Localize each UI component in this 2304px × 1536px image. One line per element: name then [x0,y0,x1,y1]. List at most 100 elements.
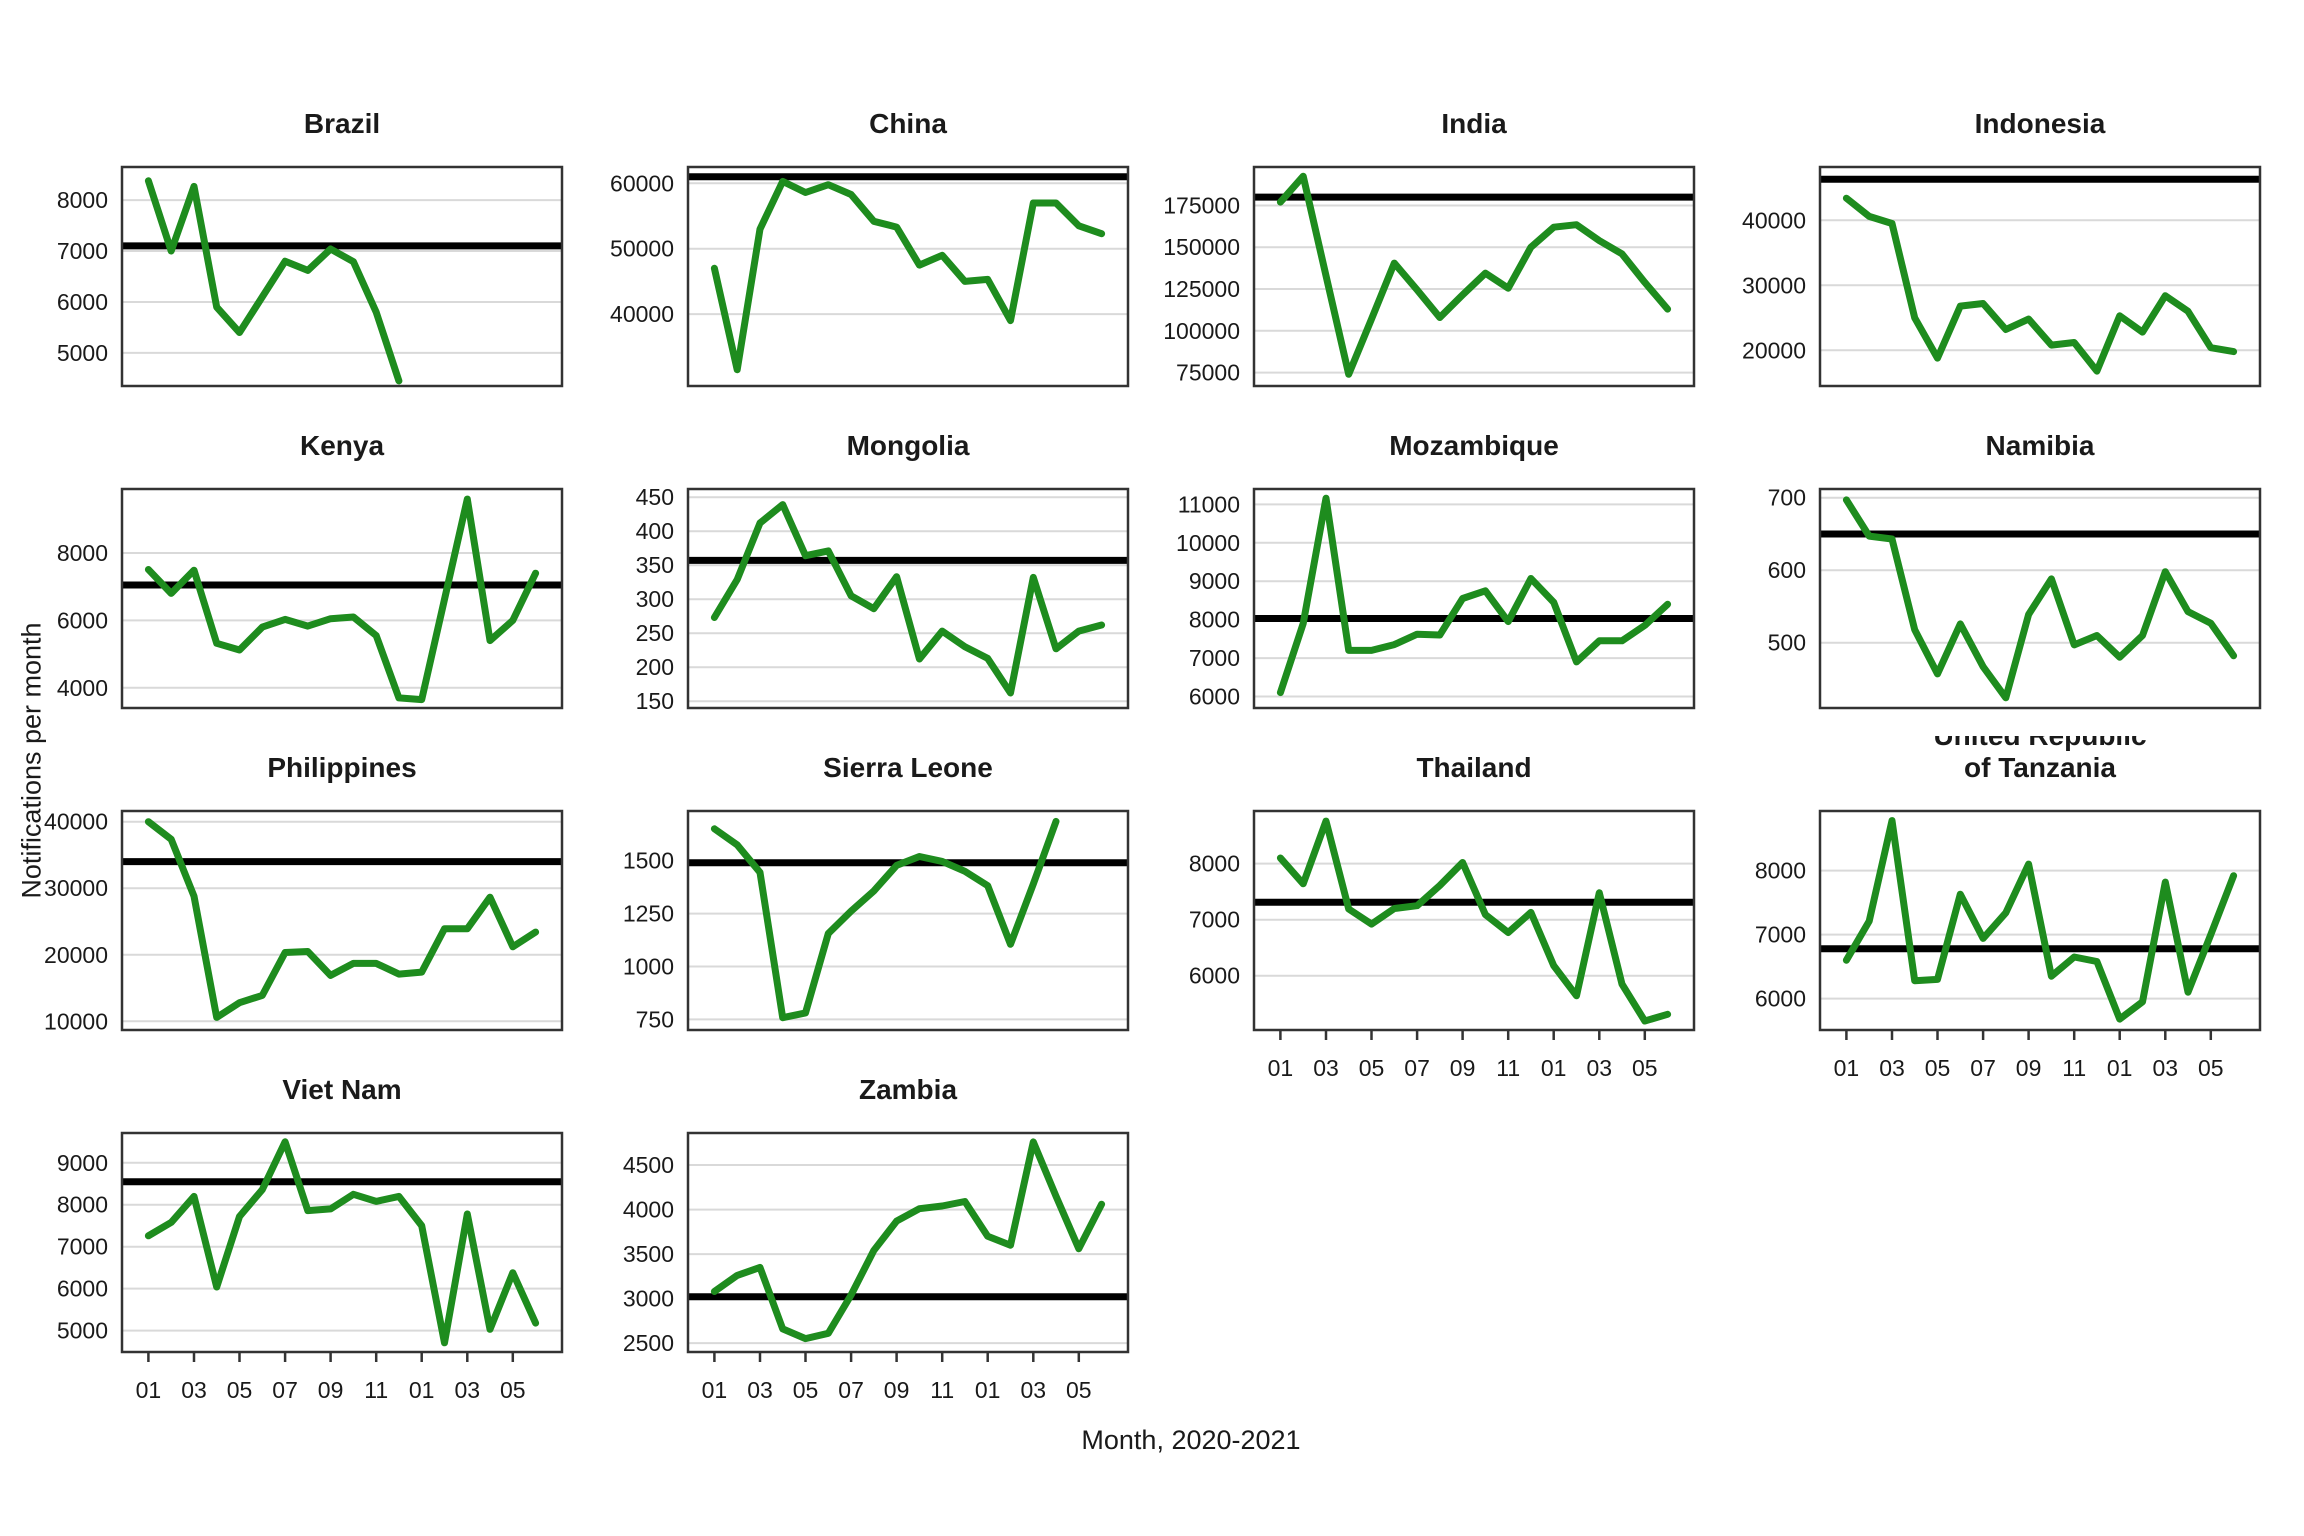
notifications-line [710,1138,1106,1343]
x-tick-label: 05 [227,1377,253,1403]
facet-panel: 6000 7000 8000 9000 10000 11000 Mozambique [1124,414,1724,803]
panel-border [1818,487,2262,710]
panel-border [120,809,564,1032]
y-tick-label: 700 [1768,485,1806,511]
y-tick-label: 1500 [623,848,674,874]
y-tick-label: 750 [636,1006,674,1032]
y-tick-label: 50000 [610,236,674,262]
y-tick-label: 500 [1768,630,1806,656]
notifications-line [144,1138,540,1347]
x-tick-label: 05 [1925,1055,1951,1081]
notifications-line [710,501,1106,697]
y-tick-label: 8000 [57,540,108,566]
panel-border [1252,487,1696,710]
panel-border [686,809,1130,1032]
facet-panel: 150 200 250 300 350 400 450 Mongolia [558,414,1158,803]
facet-panel: 500 600 700 Namibia [1690,414,2290,803]
x-tick-label: 11 [2062,1055,2086,1081]
y-tick-label: 9000 [57,1150,108,1176]
notifications-line [144,818,540,1021]
y-tick-label: 450 [636,484,674,510]
notifications-line [1842,817,2238,1023]
panel-title: Indonesia [1975,108,2106,139]
x-tick-label: 01 [136,1377,162,1403]
facet-panel: 75000 100000 125000 150000 175000 India [1124,92,1724,481]
panel-border [686,1131,1130,1354]
y-tick-label: 20000 [1742,337,1806,363]
panel-title: Brazil [304,108,380,139]
y-tick-label: 5000 [57,1318,108,1344]
x-tick-label: 01 [409,1377,435,1403]
y-tick-label: 30000 [1742,272,1806,298]
panel-border [686,165,1130,388]
facet-panel: 2500 3000 3500 4000 4500 01 03 05 07 09 11 01 03 05 Za… [558,1058,1158,1447]
notifications-line [710,177,1106,374]
x-tick-label: 09 [2016,1055,2042,1081]
panel-border [1818,809,2262,1032]
y-tick-label: 6000 [57,1276,108,1302]
y-tick-label: 6000 [1189,963,1240,989]
y-tick-label: 6000 [57,289,108,315]
x-tick-label: 09 [318,1377,344,1403]
y-tick-label: 4500 [623,1152,674,1178]
y-tick-label: 30000 [44,875,108,901]
x-axis-title: Month, 2020-2021 [1081,1425,1301,1455]
x-tick-label: 03 [2153,1055,2179,1081]
notifications-line [144,495,540,704]
notifications-line [1842,496,2238,702]
panel-title: United Republic [1933,736,2146,751]
x-tick-label: 03 [1587,1055,1613,1081]
x-tick-label: 03 [1879,1055,1905,1081]
facet-panel: 10000 20000 30000 40000 Philippines [0,736,592,1125]
panel-title: India [1441,108,1507,139]
notifications-line [710,817,1060,1022]
panel-border [120,487,564,710]
x-tick-label: 07 [1404,1055,1430,1081]
y-tick-label: 350 [636,552,674,578]
x-tick-label: 05 [793,1377,819,1403]
notifications-line [1276,494,1672,697]
x-tick-label: 09 [884,1377,910,1403]
x-tick-label: 11 [930,1377,954,1403]
x-tick-label: 01 [1268,1055,1294,1081]
facet-panel: 20000 30000 40000 Indonesia [1690,92,2290,481]
y-tick-label: 6000 [1755,986,1806,1012]
x-tick-label: 07 [272,1377,298,1403]
y-tick-label: 8000 [57,187,108,213]
notifications-line [144,177,403,385]
panel-border [1818,165,2262,388]
x-tick-label: 11 [364,1377,388,1403]
y-tick-label: 1250 [623,901,674,927]
panel-title: Zambia [859,1074,957,1105]
notifications-line [1276,817,1672,1025]
y-tick-label: 4000 [57,675,108,701]
y-tick-label: 600 [1768,557,1806,583]
x-tick-label: 05 [1632,1055,1658,1081]
y-tick-label: 8000 [1189,607,1240,633]
y-tick-label: 8000 [1755,858,1806,884]
panel-title: Kenya [300,430,384,461]
y-tick-label: 10000 [1176,530,1240,556]
y-tick-label: 3000 [623,1286,674,1312]
y-tick-label: 7000 [1189,645,1240,671]
y-tick-label: 7000 [57,1234,108,1260]
x-tick-label: 01 [975,1377,1001,1403]
panel-title: Namibia [1986,430,2095,461]
x-tick-label: 09 [1450,1055,1476,1081]
y-tick-label: 6000 [1189,684,1240,710]
x-tick-label: 03 [747,1377,773,1403]
x-tick-label: 11 [1496,1055,1520,1081]
x-tick-label: 03 [181,1377,207,1403]
y-tick-label: 150 [636,688,674,714]
facet-panel: 5000 6000 7000 8000 Brazil [0,92,592,481]
y-tick-label: 8000 [57,1192,108,1218]
facet-panel: 6000 7000 8000 01 03 05 07 09 11 01 03 05 Thailand [1124,736,1724,1125]
y-tick-label: 75000 [1176,360,1240,386]
panel-title: of Tanzania [1964,752,2116,783]
panel-title: Viet Nam [282,1074,401,1105]
y-tick-label: 100000 [1163,318,1240,344]
x-tick-label: 07 [1970,1055,1996,1081]
y-tick-label: 11000 [1178,491,1240,517]
panel-border [120,1131,564,1354]
